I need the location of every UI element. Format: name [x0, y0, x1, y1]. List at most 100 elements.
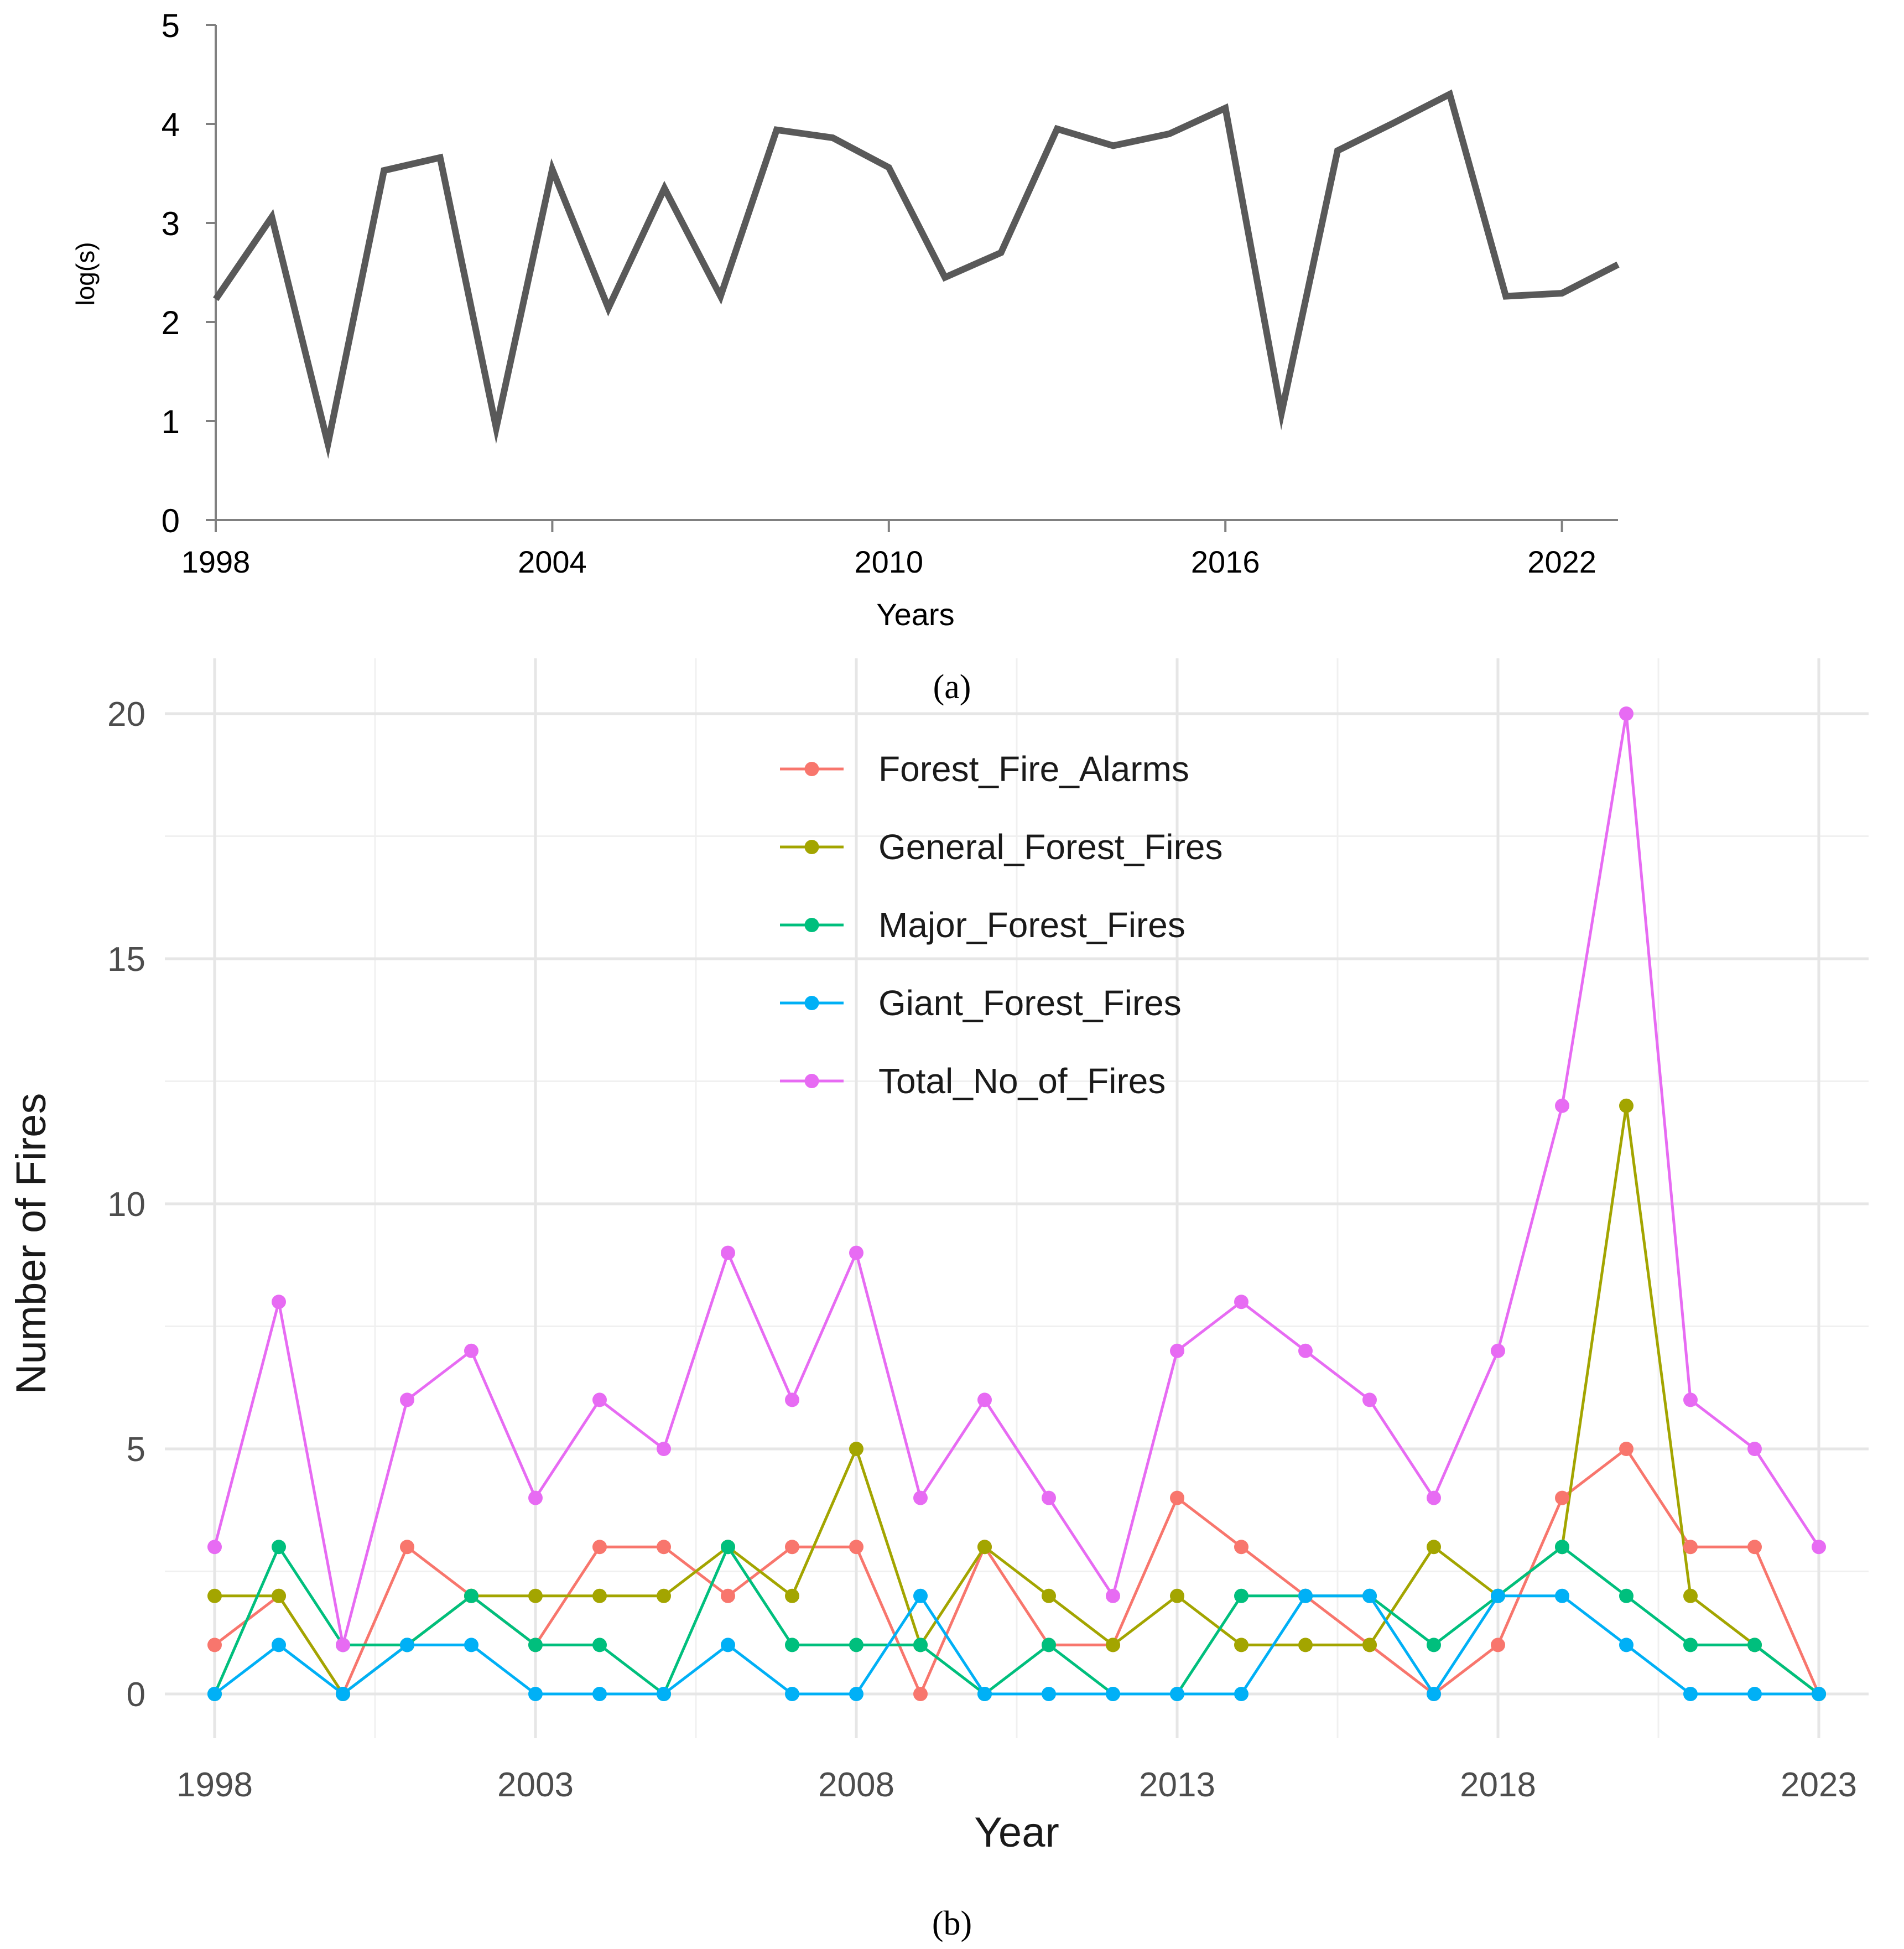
panel-b-point-major-forest-fires: [1234, 1588, 1248, 1603]
panel-b-point-giant-forest-fires: [1491, 1588, 1505, 1603]
panel-b-point-major-forest-fires: [1555, 1540, 1569, 1555]
panel-b-point-total-no-of-fires: [528, 1490, 543, 1505]
panel-b-point-major-forest-fires: [1683, 1638, 1698, 1652]
panel-b-point-general-forest-fires: [207, 1588, 222, 1603]
panel-b-point-forest-fire-alarms: [400, 1540, 414, 1555]
panel-b-point-general-forest-fires: [1170, 1588, 1184, 1603]
legend-label-general-forest-fires: General_Forest_Fires: [878, 827, 1222, 867]
legend-key-point-giant-forest-fires: [804, 996, 819, 1010]
panel-b-point-giant-forest-fires: [1362, 1588, 1377, 1603]
panel-b-point-giant-forest-fires: [1234, 1687, 1248, 1701]
legend-label-major-forest-fires: Major_Forest_Fires: [878, 905, 1185, 945]
panel-b-point-total-no-of-fires: [913, 1490, 928, 1505]
panel-a-series-line-log-s: [213, 89, 1620, 459]
panel-b-point-major-forest-fires: [1427, 1638, 1441, 1652]
panel-b-point-forest-fire-alarms: [1555, 1490, 1569, 1505]
panel-b-point-total-no-of-fires: [207, 1540, 222, 1555]
panel-b-point-giant-forest-fires: [592, 1687, 607, 1701]
panel-b-point-giant-forest-fires: [913, 1588, 928, 1603]
panel-b-point-major-forest-fires: [1042, 1638, 1056, 1652]
panel-b-point-total-no-of-fires: [1362, 1392, 1377, 1407]
legend-label-total-no-of-fires: Total_No_of_Fires: [878, 1061, 1166, 1101]
panel-b-point-total-no-of-fires: [849, 1245, 863, 1260]
panel-b-point-forest-fire-alarms: [1683, 1540, 1698, 1555]
panel-b-point-total-no-of-fires: [657, 1442, 671, 1456]
panel-b-point-general-forest-fires: [785, 1588, 799, 1603]
panel-a-x-tick-label: 2022: [1527, 544, 1596, 579]
panel-a-x-tick-label: 2016: [1191, 544, 1260, 579]
panel-b-legend: Forest_Fire_Alarms General_Forest_Fires Ma…: [780, 749, 1222, 1101]
panel-b-point-forest-fire-alarms: [1747, 1540, 1762, 1555]
panel-b-point-giant-forest-fires: [336, 1687, 350, 1701]
panel-b-point-total-no-of-fires: [1683, 1392, 1698, 1407]
panel-b-point-total-no-of-fires: [1042, 1490, 1056, 1505]
panel-b-point-giant-forest-fires: [785, 1687, 799, 1701]
panel-b-series-line-total-no-of-fires: [213, 712, 1820, 1646]
panel-b-point-total-no-of-fires: [1170, 1343, 1184, 1358]
panel-b-series-line-major-forest-fires: [213, 1545, 1820, 1696]
panel-b-point-total-no-of-fires: [272, 1295, 286, 1309]
panel-a-y-tick-label: 3: [162, 205, 180, 242]
panel-b-point-forest-fire-alarms: [1619, 1442, 1634, 1456]
panel-b-y-axis-label: Number of Fires: [8, 1093, 55, 1395]
panel-b-point-giant-forest-fires: [977, 1687, 992, 1701]
panel-b-point-forest-fire-alarms: [657, 1540, 671, 1555]
panel-b-point-general-forest-fires: [977, 1540, 992, 1555]
panel-a-y-axis-label: log(s): [71, 242, 100, 305]
panel-b-point-major-forest-fires: [272, 1540, 286, 1555]
panel-a-chart: 0 1 2 3 4 5 1998 2004 2010 2016 2022 Years log(s): [71, 7, 1620, 632]
panel-b-x-tick-label: 2023: [1781, 1766, 1857, 1804]
panel-b-point-giant-forest-fires: [1298, 1588, 1313, 1603]
panel-b-point-general-forest-fires: [657, 1588, 671, 1603]
panel-b-point-forest-fire-alarms: [849, 1540, 863, 1555]
panel-b-point-total-no-of-fires: [1427, 1490, 1441, 1505]
panel-b-point-giant-forest-fires: [849, 1687, 863, 1701]
panel-b-point-total-no-of-fires: [1812, 1540, 1826, 1555]
panel-b-point-forest-fire-alarms: [1234, 1540, 1248, 1555]
panel-b-point-general-forest-fires: [1683, 1588, 1698, 1603]
panel-b-point-total-no-of-fires: [1619, 706, 1634, 721]
panel-b-point-forest-fire-alarms: [1170, 1490, 1184, 1505]
panel-b-point-general-forest-fires: [1298, 1638, 1313, 1652]
panel-b-point-major-forest-fires: [913, 1638, 928, 1652]
legend-key-point-forest-fire-alarms: [804, 762, 819, 776]
panel-b-point-general-forest-fires: [1042, 1588, 1056, 1603]
panel-b-point-major-forest-fires: [1619, 1588, 1634, 1603]
panel-b-point-forest-fire-alarms: [1491, 1638, 1505, 1652]
panel-b-y-tick-label: 0: [127, 1676, 145, 1714]
panel-b-point-giant-forest-fires: [1619, 1638, 1634, 1652]
legend-key-point-major-forest-fires: [804, 918, 819, 932]
panel-b-point-forest-fire-alarms: [592, 1540, 607, 1555]
panel-a-caption: (a): [933, 668, 971, 706]
panel-a-y-tick-label: 0: [162, 502, 180, 539]
panel-b-point-major-forest-fires: [528, 1638, 543, 1652]
panel-b-point-general-forest-fires: [592, 1588, 607, 1603]
panel-b-point-giant-forest-fires: [272, 1638, 286, 1652]
panel-a-x-tick-label: 2004: [518, 544, 587, 579]
panel-a-y-tick-label: 1: [162, 403, 180, 440]
panel-b-point-giant-forest-fires: [1042, 1687, 1056, 1701]
panel-b-point-giant-forest-fires: [657, 1687, 671, 1701]
panel-b-point-total-no-of-fires: [336, 1638, 350, 1652]
panel-b-point-total-no-of-fires: [1106, 1588, 1120, 1603]
panel-b-point-major-forest-fires: [464, 1588, 478, 1603]
panel-b-point-forest-fire-alarms: [913, 1687, 928, 1701]
panel-b-point-general-forest-fires: [1362, 1638, 1377, 1652]
panel-b-x-tick-label: 2008: [818, 1766, 894, 1804]
panel-b-point-giant-forest-fires: [207, 1687, 222, 1701]
panel-a-x-tick-label: 1998: [181, 544, 251, 579]
panel-b-point-giant-forest-fires: [1427, 1687, 1441, 1701]
panel-b-point-giant-forest-fires: [400, 1638, 414, 1652]
legend-key-point-total-no-of-fires: [804, 1074, 819, 1088]
panel-b-y-tick-label: 5: [127, 1431, 145, 1469]
panel-b-point-major-forest-fires: [592, 1638, 607, 1652]
panel-b-point-general-forest-fires: [1619, 1098, 1634, 1113]
panel-b-x-tick-label: 2003: [497, 1766, 574, 1804]
panel-b-x-axis-label: Year: [974, 1809, 1059, 1856]
panel-b-point-general-forest-fires: [1234, 1638, 1248, 1652]
legend-label-forest-fire-alarms: Forest_Fire_Alarms: [878, 749, 1189, 789]
panel-b-point-major-forest-fires: [849, 1638, 863, 1652]
panel-b-point-general-forest-fires: [1106, 1638, 1120, 1652]
panel-b-series-line-giant-forest-fires: [214, 1594, 1819, 1696]
